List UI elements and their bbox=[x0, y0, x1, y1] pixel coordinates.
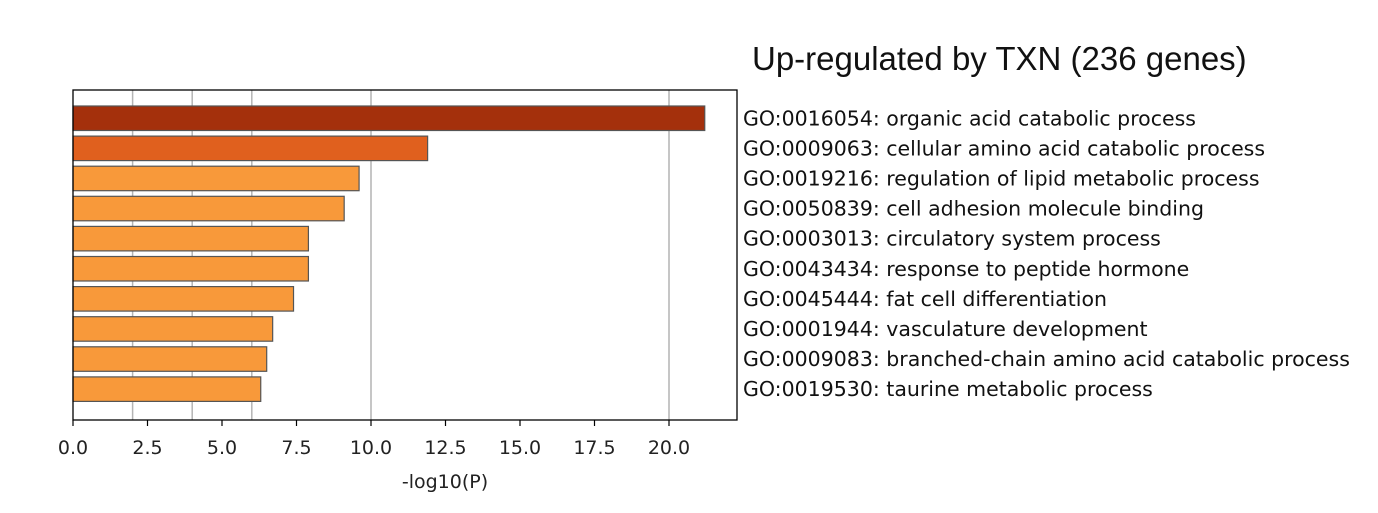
category-label: GO:0001944: vasculature development bbox=[743, 317, 1148, 341]
x-tick-label: 10.0 bbox=[350, 437, 392, 459]
bar-layer bbox=[72, 105, 706, 402]
category-label: GO:0050839: cell adhesion molecule bindi… bbox=[743, 197, 1204, 221]
bar bbox=[72, 195, 345, 222]
x-tick-label: 12.5 bbox=[424, 437, 466, 459]
category-label: GO:0009063: cellular amino acid cataboli… bbox=[743, 136, 1265, 160]
bar bbox=[72, 346, 268, 372]
x-tick-label: 0.0 bbox=[58, 437, 88, 459]
x-tick-label: 7.5 bbox=[281, 437, 311, 459]
x-tick-label: 2.5 bbox=[132, 437, 162, 459]
category-label: GO:0019216: regulation of lipid metaboli… bbox=[743, 166, 1260, 190]
bar bbox=[72, 376, 262, 402]
bar bbox=[72, 255, 310, 282]
bar bbox=[72, 225, 310, 252]
category-label: GO:0009083: branched-chain amino acid ca… bbox=[743, 347, 1350, 371]
bar bbox=[72, 105, 706, 132]
x-axis-label: -log10(P) bbox=[402, 471, 488, 493]
plot-frame bbox=[72, 89, 738, 421]
chart-title: Up-regulated by TXN (236 genes) bbox=[752, 40, 1247, 77]
bar bbox=[72, 316, 274, 342]
category-label: GO:0019530: taurine metabolic process bbox=[743, 377, 1153, 401]
x-tick-label: 15.0 bbox=[499, 437, 541, 459]
x-tick-label: 17.5 bbox=[573, 437, 615, 459]
label-layer: GO:0016054: organic acid catabolic proce… bbox=[743, 106, 1350, 401]
bar bbox=[72, 286, 295, 312]
category-label: GO:0045444: fat cell differentiation bbox=[743, 287, 1107, 311]
x-tick-label: 5.0 bbox=[207, 437, 237, 459]
category-label: GO:0043434: response to peptide hormone bbox=[743, 257, 1189, 281]
x-tick-label: 20.0 bbox=[648, 437, 690, 459]
category-label: GO:0003013: circulatory system process bbox=[743, 227, 1161, 251]
category-label: GO:0016054: organic acid catabolic proce… bbox=[743, 106, 1196, 130]
tick-layer: 0.0 2.5 5.0 7.5 10.0 12.5 15.0 17.5 20.0 bbox=[58, 420, 690, 459]
bar bbox=[72, 165, 360, 192]
bar bbox=[72, 135, 429, 162]
